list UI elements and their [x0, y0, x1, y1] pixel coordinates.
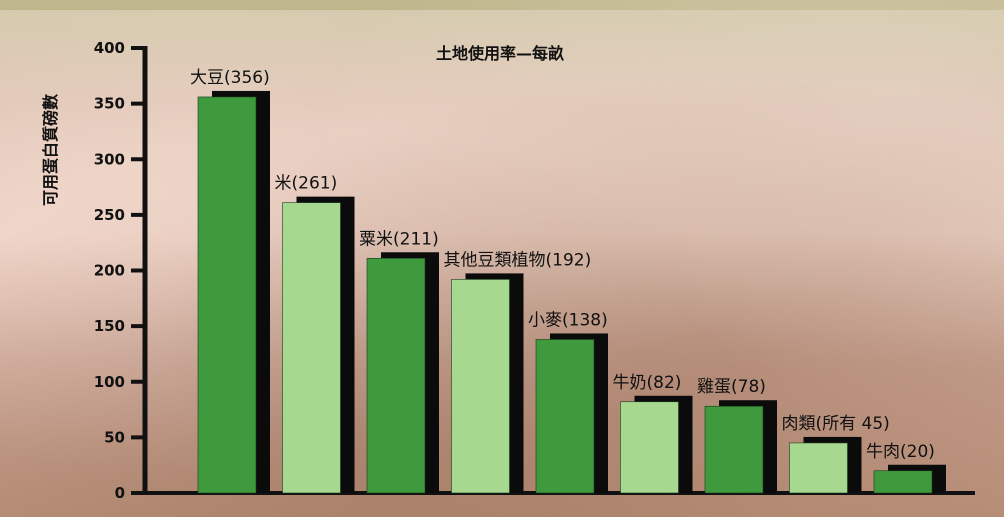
- data-label: 肉類(所有 45): [782, 414, 890, 434]
- y-tick-label: 400: [94, 39, 125, 57]
- y-axis-ticks: 0 50 100 150 200 250 300 350 400: [94, 39, 145, 502]
- y-tick-label: 350: [94, 95, 125, 113]
- bar: [620, 401, 679, 494]
- data-label: 粟米(211): [359, 229, 439, 249]
- y-tick-label: 250: [94, 206, 125, 224]
- data-label: 雞蛋(78): [697, 377, 766, 397]
- y-tick-label: 300: [94, 150, 125, 168]
- data-label: 小麥(138): [528, 310, 608, 330]
- data-label: 大豆(356): [190, 68, 270, 88]
- data-label: 米(261): [275, 174, 338, 194]
- data-labels: 大豆(356) 米(261) 粟米(211)其他豆類植物(192) 小麥(138) 牛奶…: [190, 68, 935, 462]
- y-tick-label: 50: [104, 428, 125, 446]
- bar: [451, 279, 510, 494]
- bar: [704, 405, 764, 494]
- bar: [282, 202, 341, 494]
- y-tick-label: 100: [94, 373, 125, 391]
- data-label: 其他豆類植物(192): [444, 250, 592, 270]
- data-label: 牛奶(82): [613, 373, 682, 393]
- bar: [197, 96, 257, 494]
- bar: [789, 442, 848, 494]
- bars: [197, 90, 946, 494]
- chart-title: 土地使用率—每畝: [436, 44, 565, 63]
- bar: [873, 470, 933, 494]
- y-tick-label: 0: [115, 484, 125, 502]
- bar: [366, 257, 426, 494]
- y-axis-label: 可用蛋白質磅數: [41, 94, 60, 206]
- y-tick-label: 200: [94, 262, 125, 280]
- y-tick-label: 150: [94, 317, 125, 335]
- data-label: 牛肉(20): [866, 442, 935, 462]
- bar: [535, 339, 595, 494]
